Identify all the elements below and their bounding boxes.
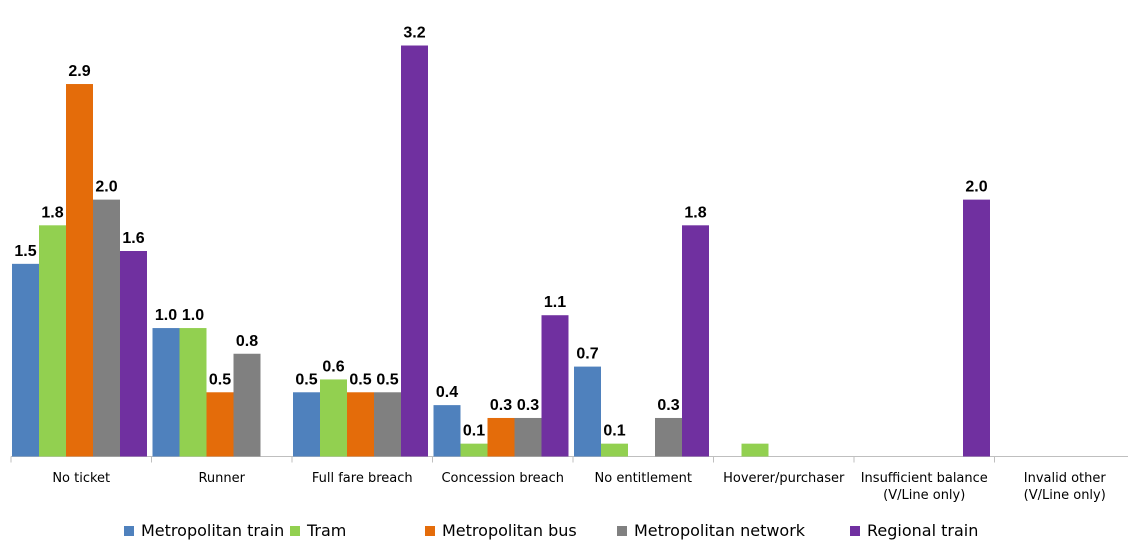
data-label: 0.3: [657, 397, 679, 414]
bar: [120, 251, 147, 457]
bar: [39, 225, 66, 457]
data-label: 1.8: [684, 204, 706, 221]
category-label: Hoverer/purchaser: [723, 471, 845, 486]
data-label: 0.6: [322, 358, 344, 375]
category-label: (V/Line only): [1024, 488, 1106, 503]
data-label: 2.0: [965, 179, 987, 196]
bar: [347, 392, 374, 457]
category-label: Runner: [198, 471, 245, 486]
bar: [655, 417, 682, 457]
bar: [374, 392, 401, 457]
legend-label: Regional train: [867, 521, 978, 540]
bar: [682, 225, 709, 457]
legend-label: Tram: [306, 521, 346, 540]
data-label: 0.5: [349, 371, 371, 388]
bar: [433, 405, 461, 457]
bar: [293, 392, 320, 457]
data-label: 1.8: [41, 204, 63, 221]
bar: [514, 417, 542, 457]
data-label: 1.5: [14, 243, 36, 260]
data-label: 0.5: [376, 371, 398, 388]
bar: [963, 199, 990, 457]
legend-swatch: [850, 526, 860, 536]
data-label: 0.3: [517, 397, 539, 414]
category-label: Concession breach: [441, 471, 564, 486]
data-label: 1.6: [122, 230, 144, 247]
data-label: 0.5: [209, 371, 231, 388]
category-label: No entitlement: [595, 471, 692, 486]
bar: [741, 443, 769, 457]
bar: [541, 315, 569, 457]
data-label: 0.1: [603, 423, 625, 440]
data-label: 0.4: [436, 384, 458, 401]
bar: [179, 328, 207, 457]
data-label: 0.5: [295, 371, 317, 388]
bar: [574, 366, 601, 457]
bar: [601, 443, 628, 457]
bar: [401, 45, 428, 457]
category-label: Insufficient balance: [861, 471, 988, 486]
data-label: 1.0: [155, 307, 177, 324]
category-label: Invalid other: [1024, 471, 1107, 486]
bar: [233, 353, 261, 457]
legend-label: Metropolitan bus: [442, 521, 577, 540]
legend-swatch: [124, 526, 134, 536]
data-label: 3.2: [403, 25, 425, 42]
category-label: (V/Line only): [883, 488, 965, 503]
data-label: 1.0: [182, 307, 204, 324]
legend-swatch: [617, 526, 627, 536]
bar: [12, 263, 39, 457]
data-label: 0.7: [576, 346, 598, 363]
data-label: 2.0: [95, 179, 117, 196]
bar: [206, 392, 234, 457]
category-label: No ticket: [52, 471, 110, 486]
bar: [93, 199, 120, 457]
bar: [460, 443, 488, 457]
legend-label: Metropolitan network: [634, 521, 806, 540]
data-label: 0.8: [236, 333, 258, 350]
legend-label: Metropolitan train: [141, 521, 284, 540]
legend-swatch: [425, 526, 435, 536]
bar: [152, 328, 180, 457]
data-label: 2.9: [68, 63, 90, 80]
bar: [320, 379, 347, 457]
bar: [487, 417, 515, 457]
data-label: 0.1: [463, 423, 485, 440]
category-label: Full fare breach: [312, 471, 413, 486]
bar: [66, 84, 93, 457]
legend-swatch: [290, 526, 300, 536]
data-label: 1.1: [544, 294, 566, 311]
data-label: 0.3: [490, 397, 512, 414]
